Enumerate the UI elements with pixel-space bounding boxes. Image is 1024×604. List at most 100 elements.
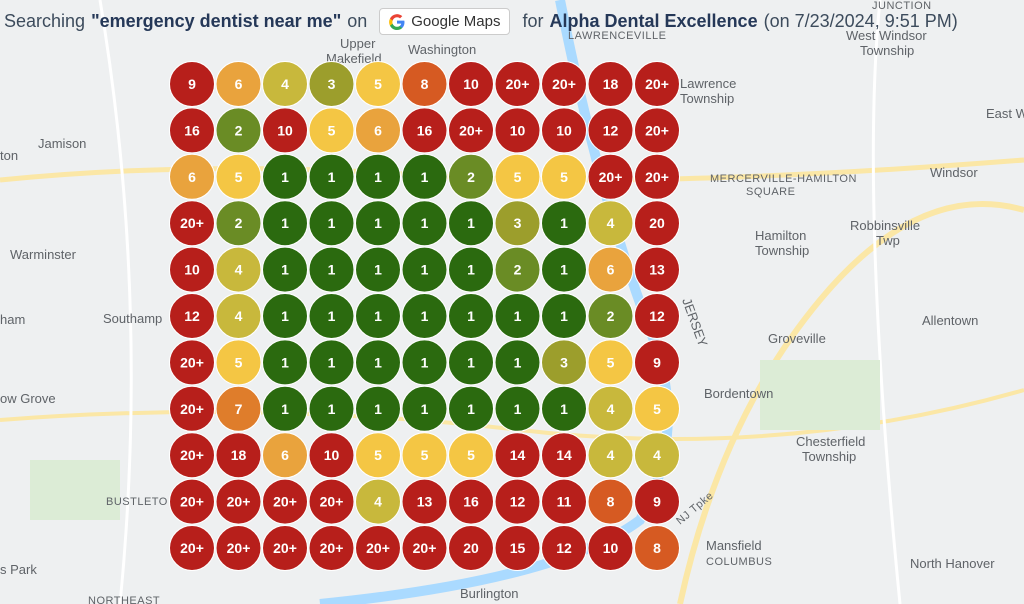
rank-circle [215,339,262,386]
map-label: Chesterfield [796,434,865,449]
rank-label: 12 [649,308,665,324]
rank-label: 1 [421,354,429,370]
rank-label: 20+ [366,540,390,556]
rank-circle [308,61,355,107]
rank-label: 6 [188,169,196,185]
rank-label: 1 [328,262,336,278]
rank-circle [448,478,494,525]
map-label: COLUMBUS [706,556,772,568]
rank-label: 20 [463,540,479,556]
rank-label: 1 [421,308,429,324]
map-label: Windsor [930,165,978,180]
rank-circle [587,432,634,479]
rank-label: 5 [653,401,661,417]
rank-circle [634,153,680,200]
rank-circle [541,293,587,339]
rank-circle [448,153,494,200]
rank-label: 5 [235,354,243,370]
map-label: BUSTLETO [106,496,168,508]
header-text: Searching [4,11,86,31]
rank-label: 20+ [413,540,437,556]
map-label: SQUARE [746,186,795,198]
rank-circle [215,432,262,479]
rank-label: 20+ [273,494,297,510]
rank-circle [401,385,448,432]
rank-label: 1 [374,354,382,370]
rank-label: 9 [653,494,661,510]
rank-circle [587,525,634,571]
keyword: "emergency dentist near me" [91,11,342,31]
rank-label: 20+ [645,76,669,92]
rank-label: 4 [607,401,615,417]
rank-circle [401,61,448,107]
rank-circle [634,61,680,107]
rank-label: 9 [188,76,196,92]
rank-circle [308,478,355,525]
rank-circle [448,385,494,432]
rank-circle [308,385,355,432]
rank-label: 1 [560,401,568,417]
rank-circle [494,525,541,571]
rank-circle [355,61,401,107]
rank-circle [401,478,448,525]
map-label: NJ Tpke [674,490,716,528]
rank-circle [215,385,262,432]
map-label: Robbinsville [850,218,920,233]
map-label: MERCERVILLE-HAMILTON [710,173,857,185]
rank-circle [215,153,262,200]
rank-circle [401,432,448,479]
rank-circle [355,385,401,432]
rank-circle [262,246,308,293]
rank-label: 20+ [320,494,344,510]
rank-label: 16 [463,494,479,510]
rank-label: 5 [467,447,475,463]
rank-circle [448,525,494,571]
rank-circle [587,293,634,339]
rank-label: 20+ [459,122,483,138]
map-label: West Windsor [846,28,927,43]
map-label: Makefield [326,51,382,66]
rank-circle [587,107,634,154]
rank-label: 12 [510,494,526,510]
rank-circle [541,246,587,293]
rank-label: 20+ [320,540,344,556]
rank-label: 20+ [180,447,204,463]
rank-label: 20+ [599,169,623,185]
rank-label: 2 [467,169,475,185]
rank-label: 5 [560,169,568,185]
rank-circle [541,339,587,386]
rank-label: 1 [560,215,568,231]
rank-label: 20+ [180,215,204,231]
rank-circle [587,339,634,386]
rank-label: 1 [281,401,289,417]
rank-circle [308,246,355,293]
rank-label: 4 [235,262,243,278]
rank-label: 1 [374,401,382,417]
rank-label: 8 [421,76,429,92]
rank-label: 5 [607,354,615,370]
rank-circle [169,107,215,154]
rank-circle [587,478,634,525]
rank-label: 10 [277,122,293,138]
rank-label: 4 [235,308,243,324]
rank-circle [634,432,680,479]
rank-label: 5 [374,76,382,92]
rank-circle [308,107,355,154]
rank-label: 4 [281,76,289,92]
rank-label: 1 [467,401,475,417]
rank-circle [541,61,587,107]
header-date: (on 7/23/2024, 9:51 PM) [763,11,958,31]
rank-circle [448,293,494,339]
rank-label: 2 [235,122,243,138]
rank-circle [215,293,262,339]
rank-label: 10 [463,76,479,92]
rank-circle [541,385,587,432]
rank-label: 1 [560,308,568,324]
rank-label: 18 [231,447,247,463]
rank-label: 10 [510,122,526,138]
rank-circle [401,153,448,200]
rank-circle [355,478,401,525]
rank-circle [541,432,587,479]
rank-label: 10 [184,262,200,278]
